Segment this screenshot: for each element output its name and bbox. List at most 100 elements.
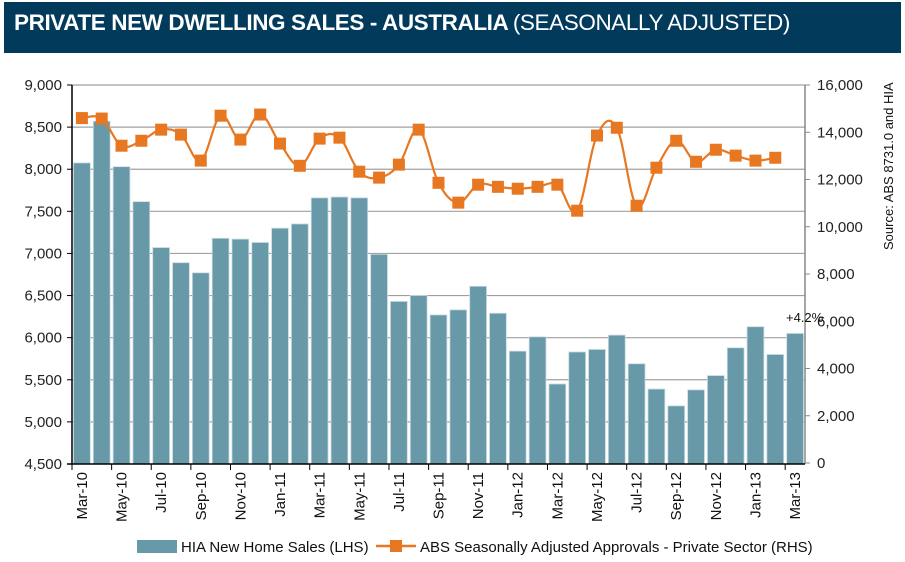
bar-Mar-10	[73, 162, 91, 465]
chart-subtitle: (SEASONALLY ADJUSTED)	[512, 10, 791, 35]
marker-Feb-12	[531, 180, 544, 193]
marker-Oct-12	[690, 155, 703, 168]
bar-series-hia-sales	[73, 120, 804, 465]
bar-Jul-12	[627, 363, 646, 465]
x-tick-label: Jan-11	[272, 472, 289, 517]
x-tick-label: Nov-10	[232, 472, 249, 520]
marker-Feb-13	[769, 151, 782, 164]
marker-May-10	[115, 139, 128, 152]
legend-swatch-marker	[390, 540, 402, 552]
x-tick-label: Mar-11	[312, 472, 329, 518]
marker-Nov-12	[709, 143, 722, 156]
bar-May-11	[350, 197, 369, 465]
x-tick-label: Jul-12	[629, 472, 646, 513]
bar-Jun-11	[370, 253, 388, 465]
bar-Sep-10	[191, 272, 210, 465]
right-tick-label: 2,000	[817, 408, 855, 425]
bar-May-10	[112, 166, 131, 465]
x-tick-label: Sep-10	[193, 472, 210, 520]
marker-Jun-12	[610, 121, 623, 134]
legend-label-line: ABS Seasonally Adjusted Approvals - Priv…	[420, 539, 813, 556]
x-tick-label: Sep-11	[431, 472, 448, 519]
left-tick-label: 5,500	[24, 372, 62, 389]
marker-Jul-12	[630, 199, 643, 212]
bar-Apr-12	[568, 351, 586, 465]
bar-Jan-12	[508, 350, 527, 465]
line-series-abs-approvals	[75, 108, 782, 217]
bar-Feb-13	[766, 354, 785, 465]
bar-Oct-11	[449, 309, 468, 465]
bar-Mar-12	[548, 383, 567, 465]
marker-Apr-11	[333, 131, 346, 144]
source-note: Source: ABS 8731.0 and HIA	[881, 82, 896, 250]
left-tick-label: 6,500	[24, 288, 62, 305]
marker-Dec-11	[491, 180, 504, 193]
bar-Nov-12	[707, 375, 725, 465]
bar-Apr-11	[330, 196, 349, 465]
x-tick-label: Jul-10	[153, 472, 170, 513]
bar-Feb-11	[291, 223, 309, 465]
left-tick-label: 6,000	[24, 330, 62, 347]
x-tick-label: Jan-12	[510, 472, 527, 518]
marker-Dec-12	[729, 149, 742, 162]
legend-label-bar: HIA New Home Sales (LHS)	[181, 539, 369, 556]
right-tick-label: 8,000	[817, 266, 855, 283]
left-tick-label: 8,500	[24, 119, 62, 136]
legend: HIA New Home Sales (LHS) ABS Seasonally …	[137, 539, 813, 556]
marker-May-12	[590, 129, 603, 142]
bar-Aug-12	[647, 388, 666, 465]
marker-Mar-12	[551, 178, 564, 191]
right-axis-ticks: 0 2,000 4,000 6,000 8,000 10,000 12,000 14,000 1…	[805, 77, 863, 472]
left-tick-label: 7,500	[24, 203, 62, 220]
left-tick-label: 9,000	[24, 77, 62, 94]
left-tick-label: 4,500	[24, 456, 62, 473]
marker-Jan-12	[511, 182, 524, 195]
bar-Dec-12	[726, 347, 745, 465]
x-tick-label: Nov-11	[470, 472, 487, 519]
bar-Jul-11	[390, 301, 408, 465]
bar-Aug-10	[172, 262, 190, 465]
bar-Oct-12	[687, 389, 705, 465]
right-tick-label: 0	[817, 455, 825, 472]
x-tick-label: May-11	[351, 472, 368, 521]
bar-Jul-10	[152, 247, 170, 465]
x-axis-ticks: Mar-10 May-10 Jul-10 Sep-10 Nov-10 Jan-11 Mar-…	[71, 464, 804, 522]
x-tick-label: Nov-12	[708, 472, 725, 520]
x-tick-label: May-10	[114, 472, 131, 522]
right-tick-label: 6,000	[817, 313, 855, 330]
marker-Sep-10	[194, 154, 207, 167]
chart-title-bar: PRIVATE NEW DWELLING SALES - AUSTRALIA (…	[4, 2, 901, 53]
right-tick-label: 14,000	[817, 124, 863, 141]
left-tick-label: 7,000	[24, 245, 62, 262]
bar-Oct-10	[211, 237, 230, 465]
annotation-label: +4.2%	[786, 310, 824, 325]
marker-Apr-12	[571, 204, 584, 217]
marker-Aug-12	[650, 161, 663, 174]
marker-Sep-11	[432, 176, 445, 189]
bar-Feb-12	[528, 336, 547, 465]
marker-May-11	[353, 165, 366, 178]
x-tick-label: Mar-10	[74, 472, 91, 520]
marker-Mar-11	[313, 132, 326, 145]
bar-Jan-13	[746, 326, 765, 465]
x-tick-label: Mar-12	[549, 472, 566, 520]
chart-title: PRIVATE NEW DWELLING SALES - AUSTRALIA	[14, 10, 509, 35]
bar-Jan-11	[271, 227, 289, 465]
x-tick-label: Jan-13	[747, 472, 764, 518]
left-tick-label: 8,000	[24, 161, 62, 178]
x-tick-label: Jul-11	[391, 472, 408, 512]
marker-Nov-10	[234, 133, 247, 146]
marker-Jun-11	[373, 171, 386, 184]
bar-Nov-11	[469, 285, 487, 465]
bar-Dec-11	[489, 312, 507, 465]
marker-Jun-10	[135, 134, 148, 147]
right-tick-label: 16,000	[817, 77, 863, 94]
bar-Jun-12	[607, 334, 626, 465]
right-tick-label: 4,000	[817, 361, 855, 378]
bar-Dec-10	[251, 242, 270, 465]
bar-Mar-13	[786, 333, 804, 465]
bar-Apr-10	[92, 120, 111, 465]
bar-Aug-11	[409, 295, 428, 465]
bar-Nov-10	[231, 238, 250, 465]
